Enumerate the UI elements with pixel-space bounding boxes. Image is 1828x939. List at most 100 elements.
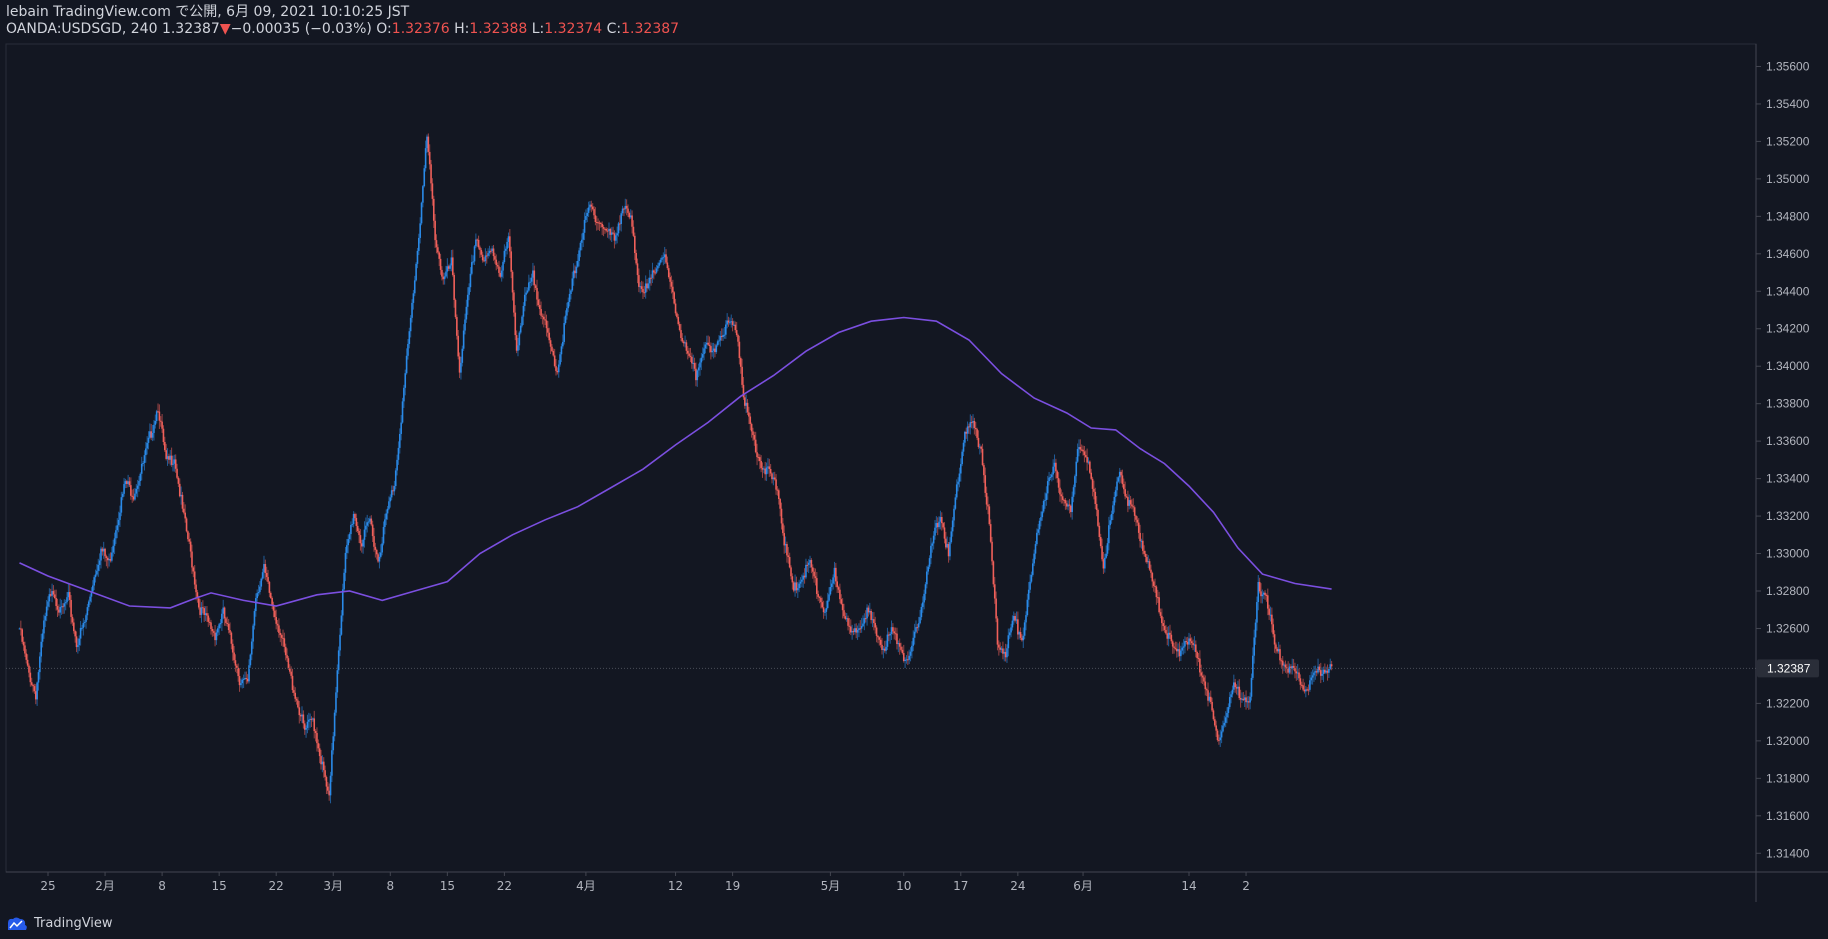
candle-up <box>890 627 893 634</box>
candle-down <box>1319 670 1322 676</box>
candle-down <box>1090 472 1092 479</box>
candle-up <box>581 239 583 243</box>
candle-up <box>116 525 119 531</box>
candle-down <box>1200 672 1203 676</box>
candle-down <box>640 286 643 289</box>
candle-down <box>21 629 23 642</box>
candle-up <box>60 606 63 608</box>
candle-down <box>1079 447 1082 450</box>
candle-down <box>940 517 943 524</box>
candle-up <box>1291 665 1294 669</box>
candle-down <box>327 786 329 791</box>
candle-down <box>753 435 756 440</box>
candle-up <box>1031 563 1034 575</box>
candle-up <box>1026 599 1029 616</box>
candle-down <box>430 164 432 184</box>
candle-down <box>818 596 821 598</box>
candle-up <box>1243 697 1246 701</box>
candle-down <box>227 623 230 631</box>
price-tick-label: 1.32600 <box>1766 621 1810 635</box>
ohlc-line: OANDA:USDSGD, 240 1.32387▼−0.00035 (−0.0… <box>6 21 680 37</box>
candle-up <box>329 775 332 796</box>
candle-down <box>1284 664 1287 668</box>
tradingview-logo[interactable]: TradingView <box>4 916 113 931</box>
time-tick-label: 8 <box>158 879 166 893</box>
candle-down <box>685 342 688 351</box>
candle-down <box>689 355 692 357</box>
symbol-name[interactable]: OANDA:USDSGD <box>6 21 122 37</box>
candle-down <box>764 468 766 475</box>
candle-down <box>225 618 227 623</box>
candle-up <box>1003 651 1006 654</box>
candle-up <box>557 364 560 373</box>
candle-down <box>1265 594 1268 596</box>
candle-down <box>552 350 555 356</box>
candle-down <box>236 665 238 668</box>
time-tick-label: 4月 <box>576 879 596 893</box>
candle-down <box>839 589 841 600</box>
candle-down <box>638 275 640 287</box>
candle-down <box>276 623 279 626</box>
candle-down <box>483 260 485 262</box>
candle-down <box>594 215 597 223</box>
candle-down <box>553 355 556 367</box>
candle-up <box>79 627 82 639</box>
candle-down <box>314 731 317 734</box>
candle-up <box>41 633 44 642</box>
candle-down <box>269 592 272 598</box>
candle-up <box>331 750 333 776</box>
candle-down <box>773 477 776 480</box>
candle-up <box>921 602 924 607</box>
candle-down <box>988 506 991 525</box>
candle-down <box>984 475 987 493</box>
candle-up <box>1067 504 1069 507</box>
candle-up <box>138 481 140 486</box>
candle-down <box>604 228 606 230</box>
candle-up <box>794 582 796 591</box>
candle-down <box>1279 649 1281 661</box>
candle-up <box>1314 671 1317 673</box>
candle-down <box>184 512 186 519</box>
candle-down <box>595 222 598 224</box>
candle-up <box>851 631 853 633</box>
candle-down <box>432 198 435 221</box>
candle-up <box>958 473 961 482</box>
candle-down <box>816 578 818 594</box>
candle-down <box>290 671 292 676</box>
candle-down <box>33 686 36 692</box>
candle-up <box>1262 592 1265 595</box>
candle-down <box>286 655 288 659</box>
candle-down <box>1175 648 1178 652</box>
candle-up <box>1106 543 1109 554</box>
candle-up <box>390 490 393 498</box>
candle-down <box>70 599 72 617</box>
candle-up <box>614 235 617 241</box>
candle-down <box>1131 504 1133 507</box>
candle-up <box>578 250 580 261</box>
candle-up <box>1222 725 1224 732</box>
candle-up <box>733 324 735 326</box>
price-tick-label: 1.32200 <box>1766 696 1810 710</box>
candle-up <box>1254 622 1257 638</box>
candle-up <box>1053 462 1056 467</box>
candle-up <box>519 325 522 333</box>
candle-down <box>998 644 1000 648</box>
candle-down <box>392 490 394 492</box>
candle-down <box>768 466 771 470</box>
candle-up <box>1076 449 1079 462</box>
time-tick-label: 22 <box>497 879 512 893</box>
time-tick-label: 8 <box>386 879 394 893</box>
candle-up <box>1105 553 1107 558</box>
candle-up <box>219 622 222 625</box>
candle-down <box>631 215 633 227</box>
candle-up <box>404 373 407 388</box>
candle-up <box>222 607 225 614</box>
candle-down <box>1170 634 1173 642</box>
moving-average-line <box>19 316 1332 609</box>
last-price: 1.32387 <box>161 21 220 37</box>
candle-up <box>1228 697 1231 708</box>
interval-value[interactable]: 240 <box>130 21 158 37</box>
candle-down <box>1294 668 1296 672</box>
candle-down <box>303 723 306 730</box>
